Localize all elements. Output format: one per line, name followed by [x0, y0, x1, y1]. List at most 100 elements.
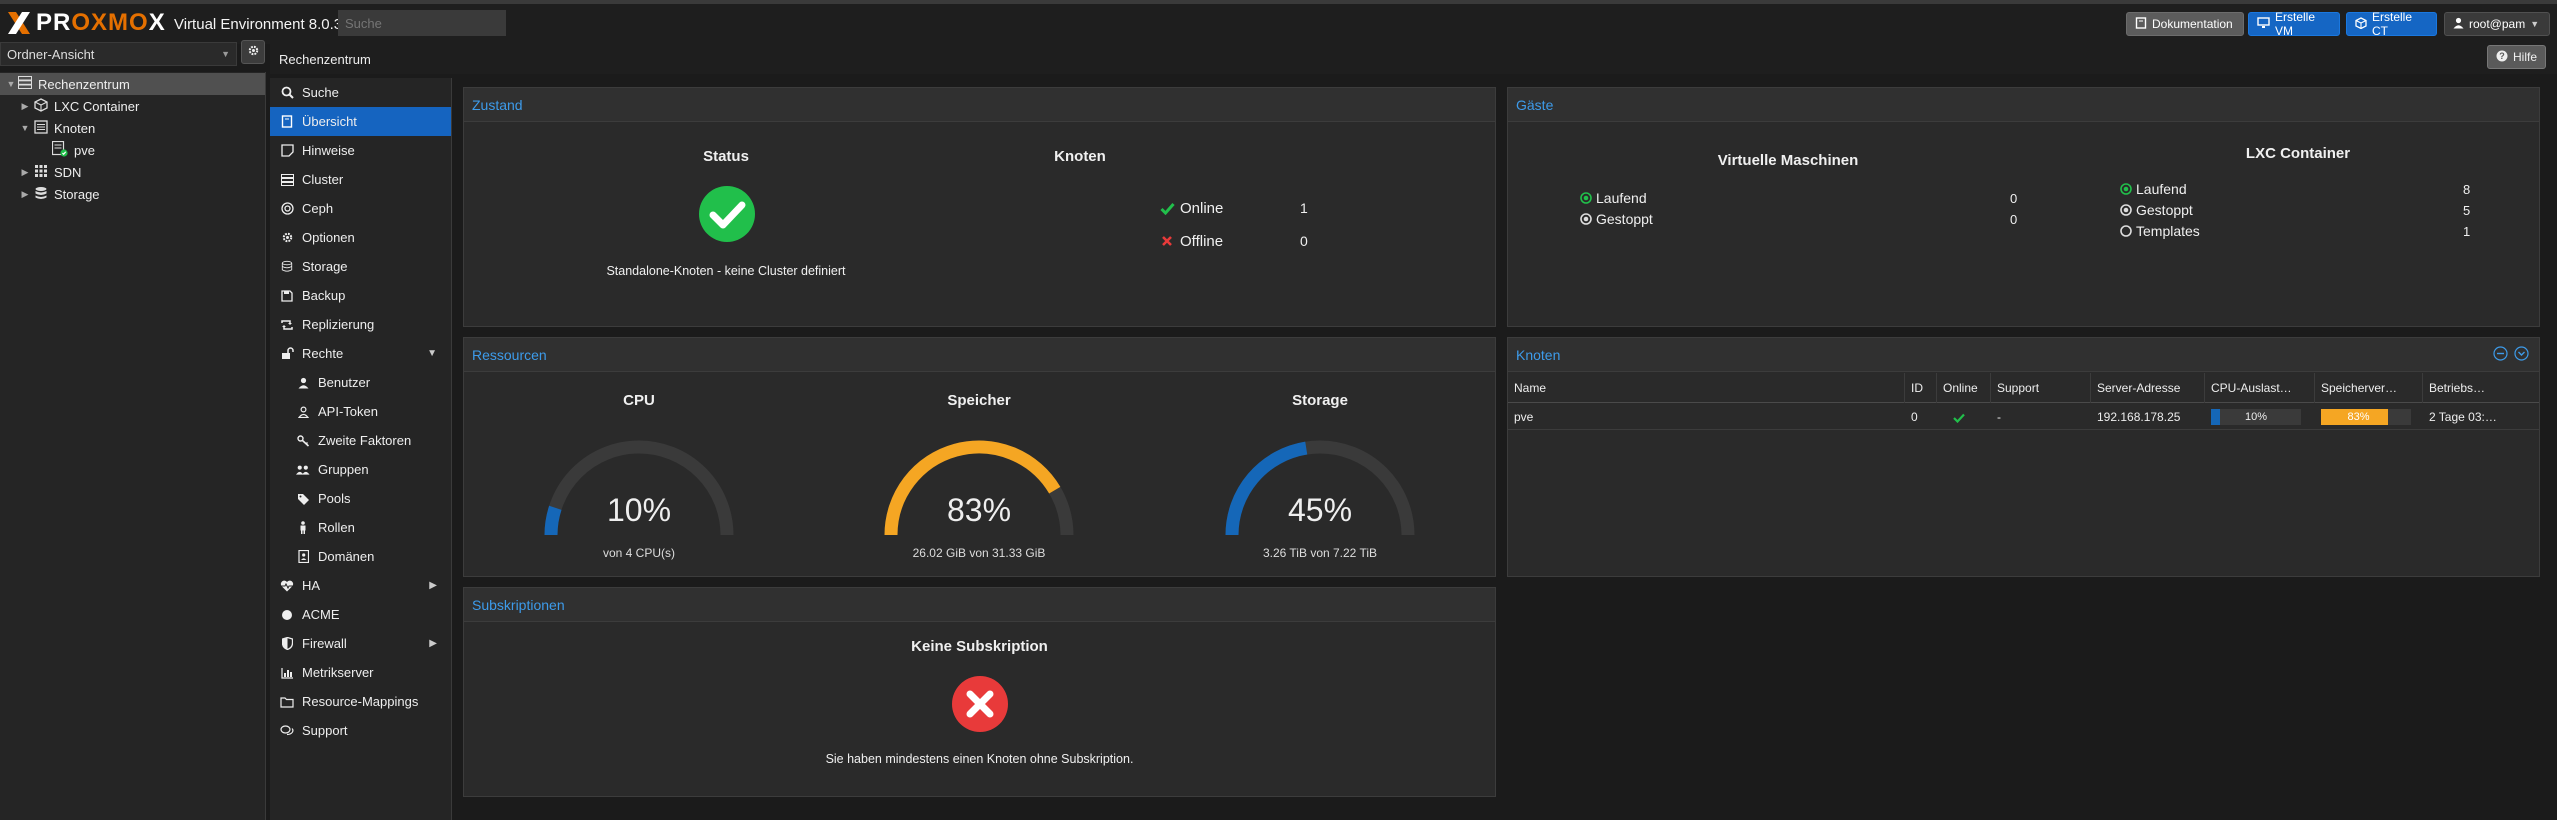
grid-icon	[34, 164, 48, 181]
column-header-online[interactable]: Online	[1937, 373, 1991, 403]
nav-item-ha[interactable]: HA ▶	[270, 571, 451, 600]
chevron-down-icon[interactable]: ▼	[20, 123, 30, 133]
storage-gauge: 45%	[1215, 430, 1425, 550]
storage-heading: Storage	[1292, 392, 1348, 409]
nav-item-options[interactable]: Optionen	[270, 223, 451, 252]
nav-item-users[interactable]: Benutzer	[270, 368, 451, 397]
tree-item-node-pve[interactable]: pve	[0, 139, 265, 161]
online-check-icon	[1953, 411, 1965, 426]
documentation-button[interactable]: Dokumentation	[2126, 12, 2244, 36]
node-online-icon	[51, 140, 68, 160]
tree-item-nodes[interactable]: ▼ Knoten	[20, 119, 96, 136]
nav-item-backup[interactable]: Backup	[270, 281, 451, 310]
nav-item-support[interactable]: Support	[270, 716, 451, 745]
folder-icon	[280, 695, 294, 709]
nav-item-pools[interactable]: Pools	[270, 484, 451, 513]
column-header-name[interactable]: Name	[1508, 373, 1905, 403]
memory-details: 26.02 GiB von 31.33 GiB	[912, 546, 1046, 560]
nav-item-two-factor[interactable]: Zweite Faktoren	[270, 426, 451, 455]
user-menu-button[interactable]: root@pam ▼	[2444, 12, 2550, 36]
status-panel: Zustand Status Standalone-Knoten - keine…	[463, 87, 1496, 327]
ct-heading: LXC Container	[2245, 145, 2351, 162]
tree-item-lxc-container[interactable]: ▶ LXC Container	[21, 97, 140, 115]
nodes-table-header: Name ID Online Support Server-Adresse CP…	[1508, 373, 2539, 403]
cpu-usage-fill	[2211, 409, 2220, 425]
guests-panel-title: Gäste	[1508, 88, 2539, 122]
nav-item-resource-mappings[interactable]: Resource-Mappings	[270, 687, 451, 716]
chevron-down-icon: ▼	[221, 49, 230, 59]
server-icon	[280, 173, 294, 187]
expand-all-icon[interactable]	[2514, 346, 2529, 364]
nav-item-replication[interactable]: Replizierung	[270, 310, 451, 339]
template-icon	[2120, 225, 2132, 240]
chevron-right-icon[interactable]: ▶	[21, 188, 29, 199]
nav-item-metric-server[interactable]: Metrikserver	[270, 658, 451, 687]
nav-item-storage[interactable]: Storage	[270, 252, 451, 281]
status-panel-title: Zustand	[464, 88, 1495, 122]
times-circle-icon	[952, 676, 1008, 735]
nav-item-acme[interactable]: ACME	[270, 600, 451, 629]
nav-item-permissions[interactable]: Rechte ▼	[270, 339, 451, 368]
user-icon	[2453, 17, 2464, 32]
tree-item-storage[interactable]: ▶ Storage	[21, 186, 100, 202]
storage-percent: 45%	[1287, 492, 1353, 528]
nav-item-overview[interactable]: Übersicht	[270, 107, 451, 136]
ct-running-label: Laufend	[2136, 181, 2187, 197]
memory-gauge: 83%	[874, 430, 1084, 550]
column-header-id[interactable]: ID	[1905, 373, 1937, 403]
column-header-cpu[interactable]: CPU-Auslast…	[2205, 373, 2315, 403]
chevron-right-icon[interactable]: ▶	[429, 638, 437, 649]
create-ct-button[interactable]: Erstelle CT	[2346, 10, 2437, 38]
create-vm-button[interactable]: Erstelle VM	[2248, 10, 2340, 38]
node-id: 0	[1911, 410, 1918, 424]
help-button[interactable]: ? Hilfe	[2487, 45, 2547, 69]
collapse-all-icon[interactable]	[2493, 346, 2508, 364]
chevron-right-icon[interactable]: ▶	[21, 166, 29, 177]
chevron-down-icon[interactable]: ▼	[6, 79, 16, 89]
address-book-icon	[296, 550, 310, 564]
table-row[interactable]: pve 0 - 192.168.178.25 10% 83% 2 Tage 03…	[1508, 404, 2539, 430]
view-select[interactable]: Ordner-Ansicht ▼	[0, 42, 237, 66]
memory-heading: Speicher	[947, 392, 1011, 409]
node-uptime: 2 Tage 03:…	[2429, 410, 2497, 424]
note-icon	[280, 144, 294, 158]
column-header-uptime[interactable]: Betriebs…	[2429, 381, 2486, 395]
resources-panel: Ressourcen CPU 10% von 4 CPU(s) Speicher…	[463, 337, 1496, 577]
chevron-right-icon[interactable]: ▶	[429, 580, 437, 591]
running-status-icon	[1580, 192, 1592, 207]
nav-item-search[interactable]: Suche	[270, 78, 451, 107]
nav-item-ceph[interactable]: Ceph	[270, 194, 451, 223]
column-header-memory[interactable]: Speicherver…	[2315, 373, 2423, 403]
vm-stopped-value: 0	[2010, 212, 2018, 227]
tree-settings-button[interactable]	[241, 40, 265, 64]
stopped-status-icon	[1580, 213, 1592, 228]
question-circle-icon: ?	[2496, 50, 2508, 65]
ct-stopped-label: Gestoppt	[2136, 202, 2193, 218]
nav-item-api-token[interactable]: API-Token	[270, 397, 451, 426]
nav-item-groups[interactable]: Gruppen	[270, 455, 451, 484]
memory-usage-bar: 83%	[2321, 409, 2411, 425]
ceph-icon	[280, 202, 294, 216]
search-input[interactable]	[338, 10, 506, 36]
column-header-support[interactable]: Support	[1991, 373, 2091, 403]
status-heading: Status	[703, 148, 749, 165]
nav-item-realms[interactable]: Domänen	[270, 542, 451, 571]
column-header-server-address[interactable]: Server-Adresse	[2091, 373, 2205, 403]
tree-item-datacenter[interactable]: ▼ Rechenzentrum	[0, 73, 265, 95]
nav-item-cluster[interactable]: Cluster	[270, 165, 451, 194]
nav-item-notes[interactable]: Hinweise	[270, 136, 451, 165]
datacenter-nav: Suche Übersicht Hinweise Cluster Ceph Op…	[270, 78, 452, 820]
nav-item-roles[interactable]: Rollen	[270, 513, 451, 542]
chevron-right-icon[interactable]: ▶	[21, 100, 29, 111]
check-icon	[1160, 202, 1175, 218]
tree-item-sdn[interactable]: ▶ SDN	[21, 164, 82, 181]
cube-icon	[34, 97, 48, 115]
chevron-down-icon[interactable]: ▼	[427, 348, 437, 359]
svg-text:?: ?	[2499, 51, 2505, 61]
nav-item-firewall[interactable]: Firewall ▶	[270, 629, 451, 658]
online-label: Online	[1180, 200, 1224, 217]
running-status-icon	[2120, 183, 2132, 198]
unlock-icon	[280, 347, 294, 361]
comments-icon	[280, 724, 294, 738]
male-icon	[296, 521, 310, 535]
